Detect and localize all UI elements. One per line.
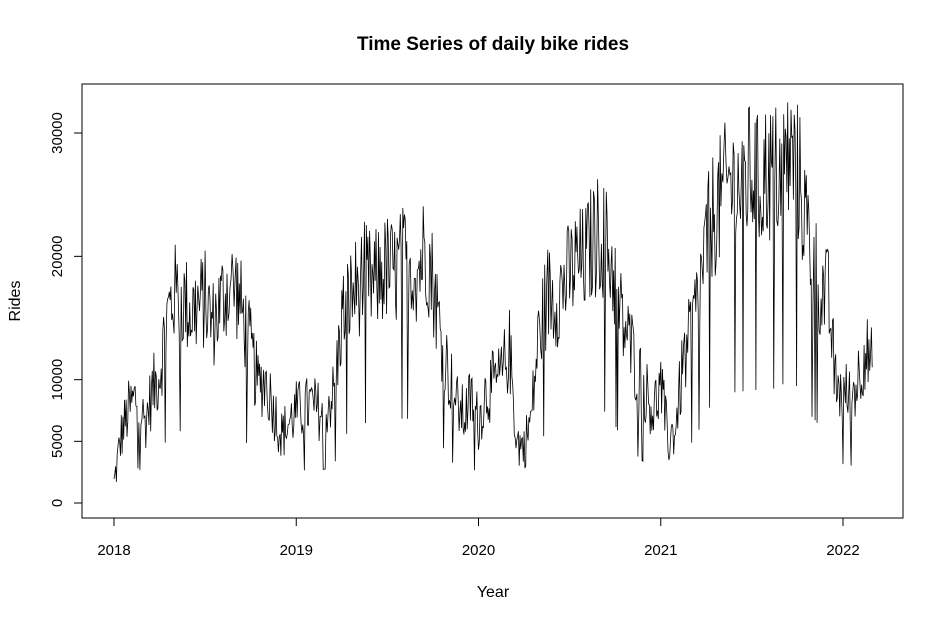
y-tick-label: 0 (49, 499, 66, 507)
series-line (113, 102, 873, 482)
y-tick-label: 30000 (49, 112, 66, 154)
plot-area (113, 102, 873, 482)
x-axis-label: Year (477, 584, 510, 601)
x-tick-label: 2020 (462, 542, 495, 559)
x-tick-label: 2021 (644, 542, 677, 559)
y-tick-label: 5000 (49, 425, 66, 458)
chart-title: Time Series of daily bike rides (357, 34, 629, 55)
y-tick-label: 20000 (49, 235, 66, 277)
y-axis-label: Rides (7, 281, 24, 322)
x-axis: 2018 2019 2020 2021 2022 (97, 517, 860, 559)
y-tick-label: 10000 (49, 359, 66, 401)
y-axis: 0 5000 10000 20000 30000 (49, 112, 83, 507)
x-tick-label: 2018 (97, 542, 130, 559)
x-tick-label: 2019 (280, 542, 313, 559)
x-tick-label: 2022 (826, 542, 859, 559)
